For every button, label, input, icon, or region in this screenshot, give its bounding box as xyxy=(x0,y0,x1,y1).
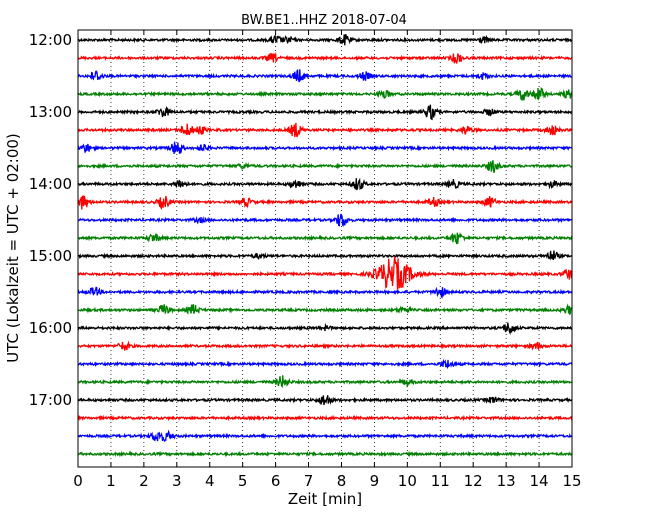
trace-1245 xyxy=(77,86,573,102)
y-axis: 12:00 13:00 14:00 15:00 16:00 17:00 xyxy=(29,31,572,409)
trace-1415 xyxy=(77,195,573,210)
trace-1500 xyxy=(77,250,573,261)
x-tick-label: 12 xyxy=(464,472,483,490)
trace-1300 xyxy=(77,104,573,121)
trace-1745 xyxy=(77,450,573,458)
x-tick-label: 14 xyxy=(530,472,549,490)
trace-1315 xyxy=(77,122,573,138)
y-tick-label: 14:00 xyxy=(29,175,72,193)
trace-1230 xyxy=(77,69,573,83)
trace-1345 xyxy=(77,160,573,173)
x-tick-label: 9 xyxy=(370,472,380,490)
x-tick-label: 3 xyxy=(172,472,182,490)
trace-1215 xyxy=(77,51,573,64)
trace-1400 xyxy=(77,177,573,191)
trace-1445 xyxy=(77,232,573,245)
chart-title: BW.BE1..HHZ 2018-07-04 xyxy=(241,13,407,28)
x-tick-label: 5 xyxy=(238,472,248,490)
trace-1700 xyxy=(77,395,573,406)
x-tick-label: 4 xyxy=(205,472,215,490)
y-tick-label: 12:00 xyxy=(29,31,72,49)
trace-1615 xyxy=(77,340,573,351)
x-axis-label: Zeit [min] xyxy=(288,490,362,508)
x-tick-label: 15 xyxy=(562,472,581,490)
x-tick-label: 6 xyxy=(271,472,281,490)
trace-1715 xyxy=(77,414,573,422)
trace-1515 xyxy=(77,256,573,290)
x-tick-label: 13 xyxy=(497,472,516,490)
y-axis-label: UTC (Lokalzeit = UTC + 02:00) xyxy=(4,133,22,363)
y-tick-label: 13:00 xyxy=(29,103,72,121)
x-tick-label: 11 xyxy=(431,472,450,490)
x-tick-label: 8 xyxy=(337,472,347,490)
grid xyxy=(110,30,540,467)
trace-1730 xyxy=(77,429,573,443)
trace-1330 xyxy=(77,141,573,155)
x-tick-label: 10 xyxy=(398,472,417,490)
y-tick-label: 17:00 xyxy=(29,391,72,409)
trace-1200 xyxy=(77,33,573,46)
trace-1430 xyxy=(77,213,573,227)
x-tick-label: 1 xyxy=(106,472,116,490)
trace-1530 xyxy=(77,286,573,299)
trace-1545 xyxy=(77,303,573,315)
y-tick-label: 15:00 xyxy=(29,247,72,265)
x-tick-label: 7 xyxy=(304,472,314,490)
trace-1645 xyxy=(77,375,573,389)
trace-1600 xyxy=(77,322,573,336)
plot-frame xyxy=(77,29,573,468)
x-tick-label: 0 xyxy=(73,472,83,490)
traces xyxy=(77,33,573,458)
y-tick-label: 16:00 xyxy=(29,319,72,337)
x-tick-label: 2 xyxy=(139,472,149,490)
x-axis: 0 1 2 3 4 5 6 7 8 9 10 11 12 13 14 15 xyxy=(73,30,582,490)
trace-1630 xyxy=(77,358,573,370)
